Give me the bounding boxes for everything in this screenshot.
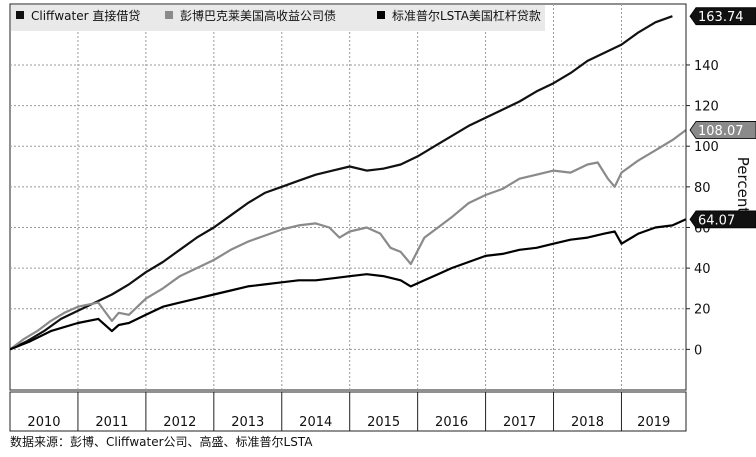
end-label-value: 108.07 xyxy=(698,124,744,139)
legend-label: 彭博巴克莱美国高收益公司债 xyxy=(180,8,336,23)
y-tick-label: 40 xyxy=(694,262,711,277)
y-tick-label: 140 xyxy=(694,59,719,74)
legend-label: Cliffwater 直接借贷 xyxy=(31,8,140,23)
year-label: 2015 xyxy=(367,415,400,430)
legend-box xyxy=(11,5,545,31)
horizontal-gridlines xyxy=(10,64,686,350)
year-label: 2018 xyxy=(571,415,604,430)
y-axis-label: Percent xyxy=(734,157,752,214)
plot-border xyxy=(9,3,687,391)
end-label-value: 64.07 xyxy=(698,213,735,228)
end-value-labels: 163.74 108.07 64.07 xyxy=(689,7,756,229)
plot-area xyxy=(9,3,687,391)
end-label-tag xyxy=(689,121,756,139)
y-tick-label: 100 xyxy=(694,140,719,155)
series-line-3 xyxy=(9,218,687,351)
end-label-tag xyxy=(689,210,756,229)
end-label-value: 163.74 xyxy=(698,10,744,25)
source-note: 数据来源：彭博、Cliffwater公司、高盛、标准普尔LSTA xyxy=(10,435,313,449)
series-line-2 xyxy=(9,129,687,351)
y-tick-label: 20 xyxy=(694,303,711,318)
year-label: 2011 xyxy=(95,415,128,430)
year-axis: 2010 2011 2012 2013 2014 2015 2016 2017 2018 2019 xyxy=(9,391,687,432)
series-lines xyxy=(9,15,687,351)
year-label: 2014 xyxy=(299,415,332,430)
year-label: 2016 xyxy=(435,415,468,430)
vertical-gridlines xyxy=(77,4,622,390)
series-line-1 xyxy=(9,15,673,351)
y-tick-label: 0 xyxy=(694,343,702,358)
legend-swatch xyxy=(377,11,385,19)
end-label-tag xyxy=(689,7,756,26)
legend-swatch xyxy=(16,11,24,19)
y-tick-label: 80 xyxy=(694,181,711,196)
year-label: 2012 xyxy=(163,415,196,430)
legend-swatch xyxy=(165,11,173,19)
year-label: 2019 xyxy=(637,415,670,430)
year-axis-band xyxy=(9,391,687,432)
year-label: 2013 xyxy=(231,415,264,430)
legend: Cliffwater 直接借贷 彭博巴克莱美国高收益公司债 标准普尔LSTA美国杠杆… xyxy=(11,5,545,31)
legend-label: 标准普尔LSTA美国杠杆贷款 xyxy=(392,8,541,23)
year-label: 2017 xyxy=(503,415,536,430)
year-label: 2010 xyxy=(27,415,60,430)
y-tick-label: 120 xyxy=(694,100,719,115)
